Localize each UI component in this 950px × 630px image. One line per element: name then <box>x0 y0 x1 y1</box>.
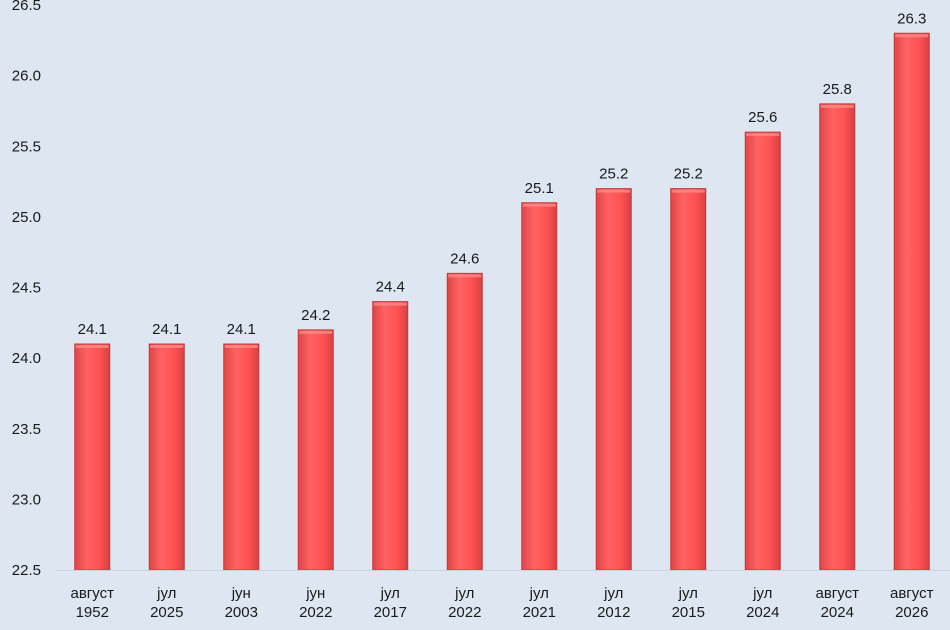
data-label: 24.1 <box>227 321 256 338</box>
x-tick-label-year: 2025 <box>150 604 183 621</box>
bar <box>297 329 334 571</box>
data-label: 25.8 <box>823 81 852 98</box>
y-axis: 22.5 23.0 23.5 24.0 24.5 25.0 25.5 26.0 26.5 <box>12 0 41 579</box>
bar <box>74 343 111 571</box>
y-tick-label: 26.5 <box>12 0 41 14</box>
bar <box>148 343 185 571</box>
y-tick-label: 23.0 <box>12 491 41 508</box>
y-tick-label: 26.0 <box>12 68 41 85</box>
bar-highlight <box>150 345 184 348</box>
y-tick-label: 24.0 <box>12 350 41 367</box>
bar <box>595 188 632 571</box>
y-tick-label: 25.5 <box>12 138 41 155</box>
x-tick-label-year: 2003 <box>225 604 258 621</box>
data-label: 24.4 <box>376 279 405 296</box>
x-tick-label-month: август <box>816 585 860 602</box>
bar-highlight <box>75 345 109 348</box>
bars-group <box>74 32 930 571</box>
data-label: 25.2 <box>599 166 628 183</box>
data-label: 26.3 <box>897 10 926 27</box>
x-tick-label-year: 2022 <box>448 604 481 621</box>
x-tick-label-month: јул <box>156 585 176 602</box>
x-tick-label-month: август <box>71 585 115 602</box>
x-tick-label-year: 2024 <box>746 604 779 621</box>
x-tick-label-month: јул <box>678 585 698 602</box>
x-tick-label-year: 2026 <box>895 604 928 621</box>
x-axis: август 1952 јул 2025 јун 2003 јун 2022 јул 2017 ју… <box>56 570 950 621</box>
x-tick-label-year: 2017 <box>374 604 407 621</box>
data-label: 24.2 <box>301 307 330 324</box>
y-tick-label: 24.5 <box>12 280 41 297</box>
x-tick-label-month: јул <box>529 585 549 602</box>
x-tick-label-year: 2015 <box>672 604 705 621</box>
data-label: 25.6 <box>748 109 777 126</box>
data-label: 24.6 <box>450 250 479 267</box>
bar-highlight <box>373 302 407 306</box>
bar <box>223 343 260 571</box>
data-label: 24.1 <box>152 321 181 338</box>
x-tick-label-month: јун <box>305 585 325 602</box>
y-tick-label: 22.5 <box>12 562 41 579</box>
bar-highlight <box>299 330 333 334</box>
y-tick-label: 23.5 <box>12 421 41 438</box>
data-label: 25.1 <box>525 180 554 197</box>
bar <box>446 272 483 571</box>
x-tick-label-month: јул <box>752 585 772 602</box>
data-labels-group: 24.1 24.1 24.1 24.2 24.4 24.6 25.1 25.2 25.2 25.6… <box>78 10 927 338</box>
bar-highlight <box>671 189 705 193</box>
bar-highlight <box>895 34 929 38</box>
bar <box>670 188 707 571</box>
data-label: 25.2 <box>674 166 703 183</box>
x-tick-label-month: август <box>890 585 934 602</box>
x-tick-label-year: 2024 <box>821 604 854 621</box>
bar <box>893 32 930 571</box>
bar-highlight <box>746 133 780 137</box>
bar-highlight <box>820 104 854 108</box>
bar <box>819 103 856 571</box>
bar-highlight <box>522 203 556 207</box>
bar <box>372 301 409 571</box>
bar <box>744 131 781 571</box>
x-tick-label-month: јун <box>231 585 251 602</box>
x-tick-label-year: 1952 <box>76 604 109 621</box>
x-tick-label-month: јул <box>454 585 474 602</box>
x-tick-label-month: јул <box>603 585 623 602</box>
x-tick-label-year: 2021 <box>523 604 556 621</box>
data-label: 24.1 <box>78 321 107 338</box>
bar-highlight <box>224 345 258 348</box>
bar-highlight <box>597 189 631 193</box>
x-tick-label-month: јул <box>380 585 400 602</box>
bar-highlight <box>448 274 482 278</box>
x-tick-label-year: 2012 <box>597 604 630 621</box>
y-tick-label: 25.0 <box>12 209 41 226</box>
x-tick-label-year: 2022 <box>299 604 332 621</box>
bar <box>521 202 558 571</box>
